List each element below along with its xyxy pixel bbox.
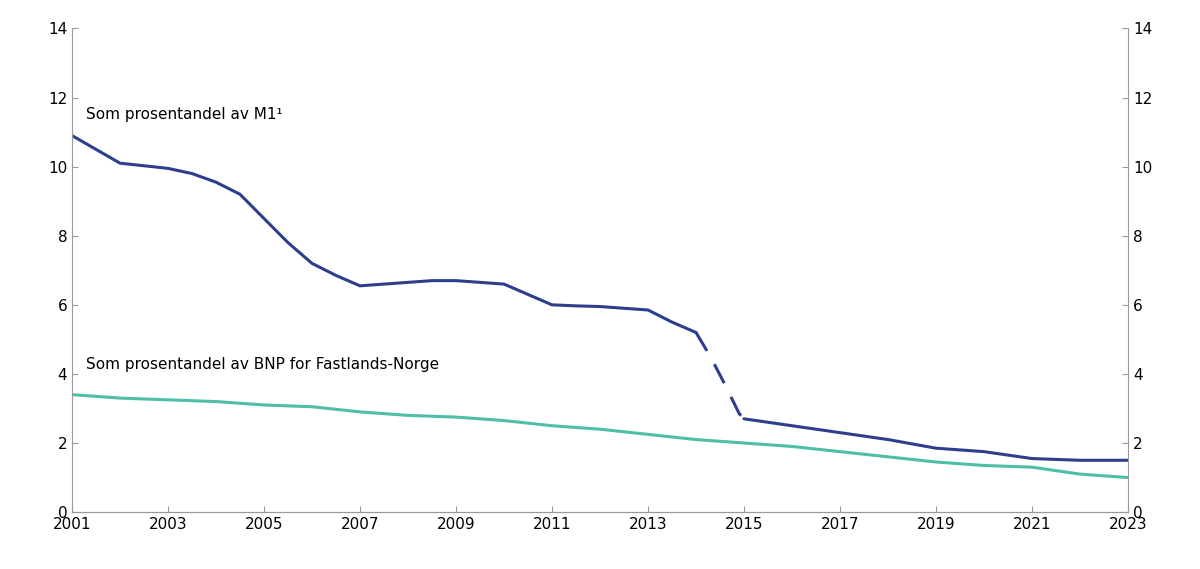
- Text: Som prosentandel av M1¹: Som prosentandel av M1¹: [86, 107, 283, 122]
- Text: Som prosentandel av BNP for Fastlands-Norge: Som prosentandel av BNP for Fastlands-No…: [86, 357, 439, 372]
